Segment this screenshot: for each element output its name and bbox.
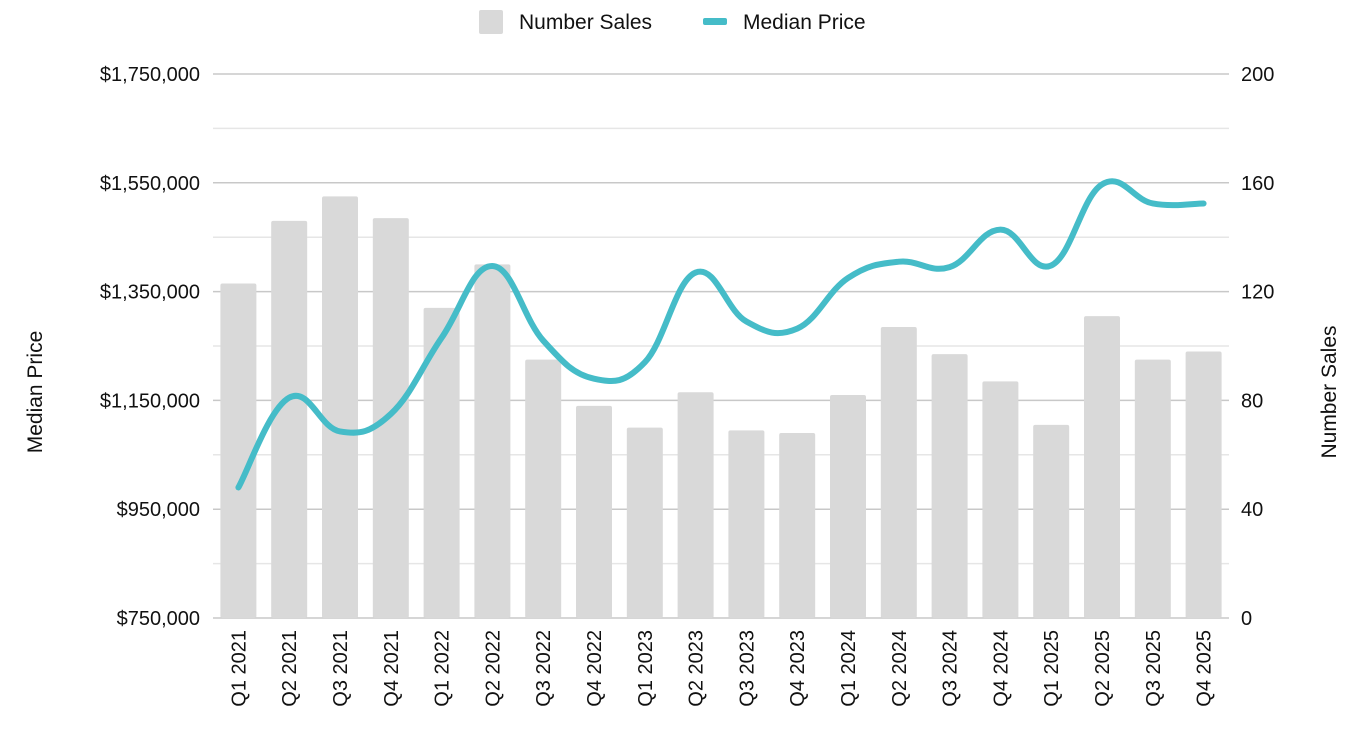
left-tick-label: $750,000 [117,608,200,630]
x-tick-label: Q3 2021 [330,630,352,707]
x-tick-label: Q2 2024 [889,630,911,707]
right-tick-label: 0 [1241,608,1252,630]
gridlines [213,73,1229,619]
right-axis-ticks: 0 40 80 120 160 200 [1241,64,1274,630]
legend-swatch-number-sales [479,10,503,34]
x-tick-label: Q4 2023 [787,630,809,707]
bar-q4-2025 [1185,351,1222,618]
left-axis-title: Median Price [24,331,47,454]
x-tick-label: Q2 2023 [686,630,708,707]
x-tick-label: Q4 2022 [584,630,606,707]
bar-q4-2022 [576,405,612,618]
line-series-median-price [235,178,1207,491]
x-tick-label: Q2 2022 [482,630,504,707]
x-tick-label: Q4 2025 [1194,630,1216,707]
x-tick-label: Q3 2022 [533,630,555,707]
x-tick-label: Q1 2022 [432,630,454,707]
x-tick-label: Q1 2025 [1041,630,1063,707]
bar-q1-2024 [830,394,866,618]
right-tick-label: 80 [1241,390,1263,412]
bar-q3-2022 [525,359,562,618]
right-tick-label: 40 [1241,499,1263,521]
x-tick-label: Q4 2024 [990,630,1012,707]
legend-swatch-median-price [703,18,727,25]
bar-q2-2025 [1084,316,1120,618]
bar-q4-2023 [779,433,816,618]
bar-q1-2023 [626,427,663,618]
right-axis-title: Number Sales [1318,325,1341,458]
legend: Number Sales Median Price [479,10,866,34]
bar-q1-2021 [220,283,257,618]
bar-q4-2021 [372,218,409,618]
bar-q2-2024 [880,326,917,618]
x-tick-label: Q1 2021 [228,630,250,707]
median-price-line [235,178,1207,491]
bar-q1-2025 [1033,424,1070,618]
legend-label-number-sales: Number Sales [519,11,652,34]
right-tick-label: 160 [1241,173,1274,195]
x-tick-label: Q3 2023 [736,630,758,707]
bar-q4-2024 [982,381,1019,618]
bar-q3-2021 [322,196,358,618]
right-tick-label: 120 [1241,282,1274,304]
legend-label-median-price: Median Price [743,11,866,34]
left-tick-label: $1,550,000 [100,173,200,195]
x-tick-label: Q2 2021 [279,630,301,707]
x-tick-label: Q3 2025 [1143,630,1165,707]
bar-q3-2023 [728,430,765,618]
bar-q3-2025 [1134,359,1171,618]
bar-series-number-sales [220,196,1222,618]
x-axis-ticks: Q1 2021 Q2 2021 Q3 2021 Q4 2021 Q1 2022 Q2 20… [228,630,1215,707]
bar-q3-2024 [931,354,968,618]
x-tick-label: Q4 2021 [381,630,403,707]
right-tick-label: 200 [1241,64,1274,86]
x-tick-label: Q2 2025 [1092,630,1114,707]
bar-q2-2022 [474,264,511,618]
x-tick-label: Q1 2024 [838,630,860,707]
left-tick-label: $1,750,000 [100,64,200,86]
bar-q1-2022 [423,307,460,618]
left-axis-ticks: $750,000 $950,000 $1,150,000 $1,350,000 $1,5… [100,64,200,630]
bar-q2-2023 [677,392,714,618]
x-tick-label: Q1 2023 [635,630,657,707]
left-tick-label: $1,150,000 [100,390,200,412]
x-tick-label: Q3 2024 [940,630,962,707]
bar-q2-2021 [271,220,308,618]
left-tick-label: $1,350,000 [100,282,200,304]
left-tick-label: $950,000 [117,499,200,521]
